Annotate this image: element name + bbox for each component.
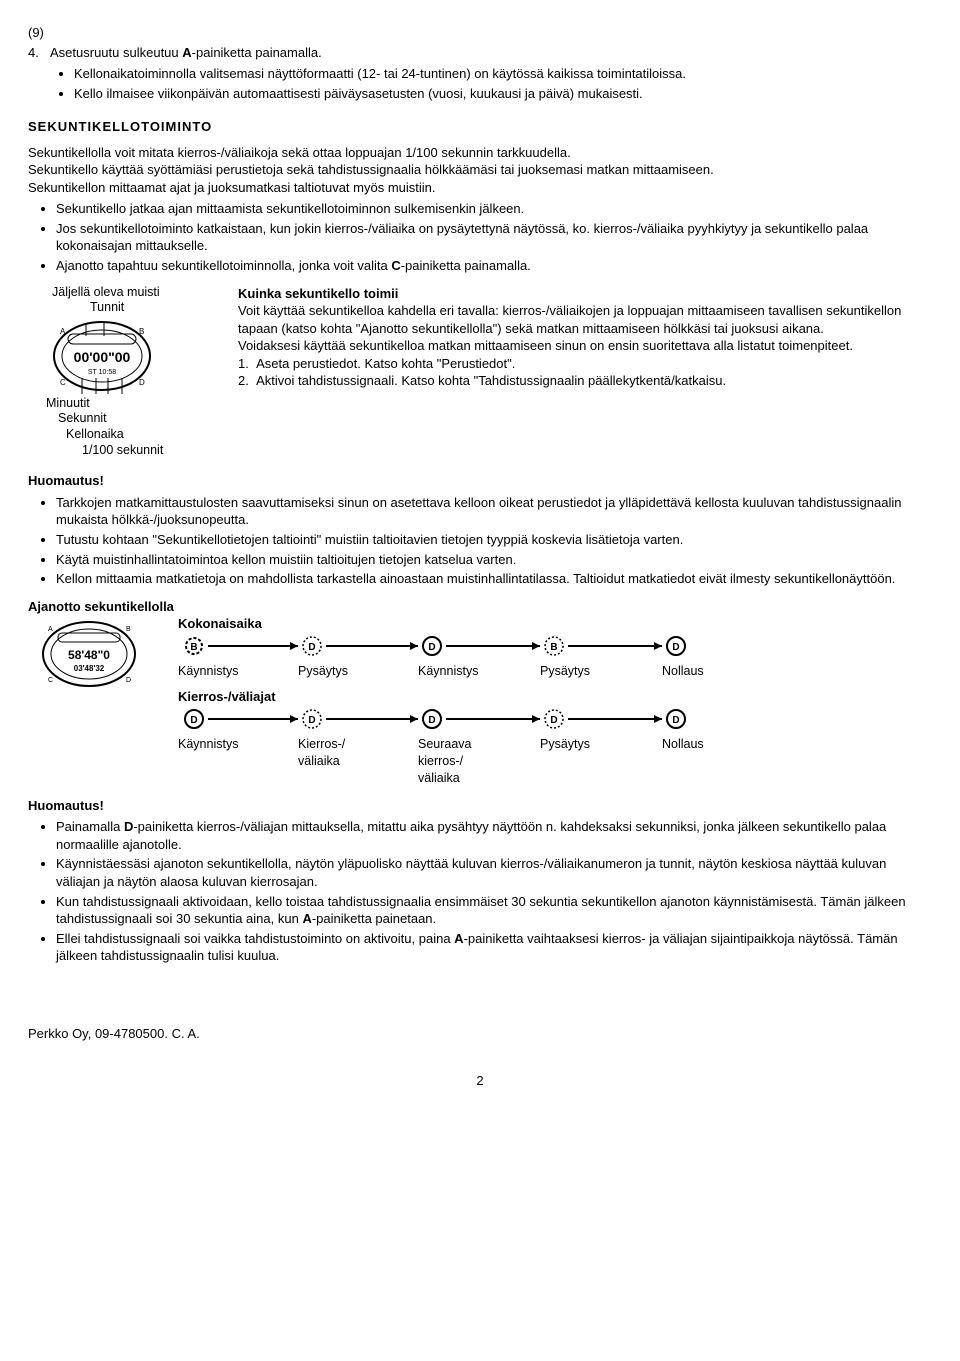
svg-text:03'48'32: 03'48'32	[74, 664, 105, 673]
bullet: Kellonaikatoiminnolla valitsemasi näyttö…	[74, 65, 932, 83]
intro-text: Sekuntikellon mittaamat ajat ja juoksuma…	[28, 179, 932, 197]
svg-text:D: D	[550, 715, 557, 726]
flow-labels-row1: Käynnistys Pysäytys Käynnistys Pysäytys …	[178, 663, 932, 680]
label-seconds: Sekunnit	[58, 411, 238, 427]
sek-bullets: Sekuntikello jatkaa ajan mittaamista sek…	[28, 200, 932, 274]
svg-text:D: D	[672, 642, 679, 653]
svg-text:C: C	[48, 677, 53, 684]
watch-face-icon: 00'00"00 ST 10:58 A B C D	[42, 318, 162, 394]
label-clock: Kellonaika	[66, 427, 238, 443]
bullet: Sekuntikello jatkaa ajan mittaamista sek…	[56, 200, 932, 218]
step-number: 4.	[28, 44, 50, 62]
bullet: Jos sekuntikellotoiminto katkaistaan, ku…	[56, 220, 932, 255]
label-h100: 1/100 sekunnit	[82, 443, 238, 459]
bullet: Ellei tahdistussignaali soi vaikka tahdi…	[56, 930, 932, 965]
page-number: 2	[28, 1072, 932, 1090]
note-title: Huomautus!	[28, 472, 932, 490]
how-works-step2: 2. Aktivoi tahdistussignaali. Katso koht…	[238, 372, 932, 390]
bullet: Käytä muistinhallintatoimintoa kellon mu…	[56, 551, 932, 569]
page-marker: (9)	[28, 24, 932, 42]
svg-text:B: B	[550, 642, 557, 653]
watch-face-icon: 58'48"0 03'48'32 A B C D	[34, 617, 144, 691]
bullet: Käynnistäessäsi ajanoton sekuntikellolla…	[56, 855, 932, 890]
how-works-p2: Voidaksesi käyttää sekuntikelloa matkan …	[238, 337, 932, 355]
flow-labels-row2: Käynnistys Kierros-/ väliaika Seuraava k…	[178, 736, 932, 787]
bullet: Tutustu kohtaan "Sekuntikellotietojen ta…	[56, 531, 932, 549]
svg-text:D: D	[308, 715, 315, 726]
how-works-step1: 1. Aseta perustiedot. Katso kohta "Perus…	[238, 355, 932, 373]
note-bullets: Tarkkojen matkamittaustulosten saavuttam…	[28, 494, 932, 588]
bullet: Ajanotto tapahtuu sekuntikellotoiminnoll…	[56, 257, 932, 275]
flow-diagram-row2: D D D D D	[178, 706, 798, 732]
how-works-title: Kuinka sekuntikello toimii	[238, 285, 932, 303]
svg-text:D: D	[428, 642, 435, 653]
svg-text:D: D	[672, 715, 679, 726]
intro-text: Sekuntikellolla voit mitata kierros-/väl…	[28, 144, 932, 162]
svg-text:58'48"0: 58'48"0	[68, 648, 110, 662]
bullet: Tarkkojen matkamittaustulosten saavuttam…	[56, 494, 932, 529]
svg-text:D: D	[308, 642, 315, 653]
svg-text:D: D	[126, 677, 131, 684]
svg-text:A: A	[48, 626, 53, 633]
step-text: Asetusruutu sulkeutuu A-painiketta paina…	[50, 44, 322, 62]
how-works-p1: Voit käyttää sekuntikelloa kahdella eri …	[238, 302, 932, 337]
kokonais-title: Kokonaisaika	[178, 615, 932, 633]
intro-text: Sekuntikello käyttää syöttämiäsi perusti…	[28, 161, 932, 179]
svg-text:B: B	[126, 626, 131, 633]
note2-title: Huomautus!	[28, 797, 932, 815]
svg-text:C: C	[60, 378, 66, 387]
svg-text:D: D	[428, 715, 435, 726]
svg-text:B: B	[139, 327, 144, 336]
ajanotto-title: Ajanotto sekuntikellolla	[28, 598, 932, 616]
note2-bullets: Painamalla D-painiketta kierros-/väliaja…	[28, 818, 932, 964]
svg-text:A: A	[60, 327, 66, 336]
svg-text:B: B	[190, 642, 197, 653]
label-hours: Tunnit	[90, 300, 238, 316]
svg-text:00'00"00: 00'00"00	[74, 349, 131, 365]
svg-text:ST 10:58: ST 10:58	[88, 369, 116, 376]
label-memory: Jäljellä oleva muisti	[52, 285, 238, 301]
label-minutes: Minuutit	[46, 396, 238, 412]
watch-label-column: Jäljellä oleva muisti Tunnit 00'00"00 ST…	[28, 285, 238, 459]
svg-text:D: D	[190, 715, 197, 726]
section-heading: SEKUNTIKELLOTOIMINTO	[28, 118, 932, 136]
footer-text: Perkko Oy, 09-4780500. C. A.	[28, 1025, 932, 1043]
svg-text:D: D	[139, 378, 145, 387]
bullet: Painamalla D-painiketta kierros-/väliaja…	[56, 818, 932, 853]
bullet: Kello ilmaisee viikonpäivän automaattise…	[74, 85, 932, 103]
kierros-title: Kierros-/väliajat	[178, 688, 932, 706]
top-bullets: Kellonaikatoiminnolla valitsemasi näyttö…	[46, 65, 932, 102]
flow-diagram-row1: B D D B	[178, 633, 798, 659]
bullet: Kellon mittaamia matkatietoja on mahdoll…	[56, 570, 932, 588]
bullet: Kun tahdistussignaali aktivoidaan, kello…	[56, 893, 932, 928]
